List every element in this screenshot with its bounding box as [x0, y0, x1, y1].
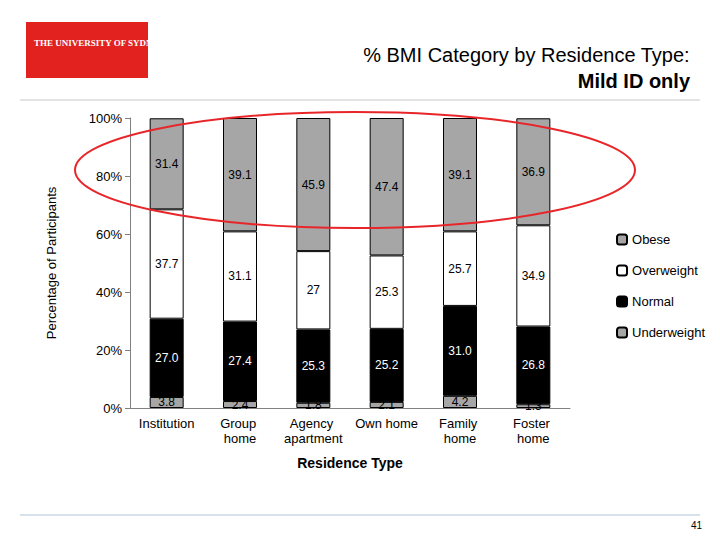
svg-text:Obese: Obese [632, 232, 670, 247]
svg-text:1.3: 1.3 [525, 399, 542, 413]
svg-text:3.8: 3.8 [158, 395, 175, 409]
svg-text:25.7: 25.7 [448, 262, 472, 276]
svg-text:36.9: 36.9 [522, 165, 546, 179]
svg-text:25.2: 25.2 [375, 358, 399, 372]
svg-text:Normal: Normal [632, 294, 674, 309]
svg-text:home: home [444, 431, 477, 446]
svg-text:27.4: 27.4 [228, 354, 252, 368]
svg-text:Overweight: Overweight [632, 263, 698, 278]
svg-text:20%: 20% [96, 343, 122, 358]
svg-text:home: home [224, 431, 257, 446]
svg-text:100%: 100% [89, 111, 123, 126]
svg-text:25.3: 25.3 [375, 285, 399, 299]
svg-text:1.8: 1.8 [305, 398, 322, 412]
svg-text:80%: 80% [96, 169, 122, 184]
svg-text:25.3: 25.3 [302, 359, 326, 373]
svg-text:31.0: 31.0 [448, 344, 472, 358]
svg-text:39.1: 39.1 [448, 168, 472, 182]
svg-text:home: home [517, 431, 550, 446]
svg-text:2.1: 2.1 [378, 398, 395, 412]
svg-text:Institution: Institution [139, 416, 195, 431]
svg-text:27.0: 27.0 [155, 351, 179, 365]
svg-text:26.8: 26.8 [522, 358, 546, 372]
svg-text:47.4: 47.4 [375, 180, 399, 194]
svg-text:Underweight: Underweight [632, 325, 705, 340]
svg-text:27: 27 [307, 283, 321, 297]
svg-text:34.9: 34.9 [522, 269, 546, 283]
svg-text:THE UNIVERSITY OF SYDNEY: THE UNIVERSITY OF SYDNEY [34, 38, 166, 48]
svg-text:% BMI Category by Residence Ty: % BMI Category by Residence Type: [363, 44, 689, 66]
svg-text:Own home: Own home [355, 416, 418, 431]
svg-text:41: 41 [691, 520, 703, 531]
svg-text:Mild ID only: Mild ID only [578, 70, 691, 92]
svg-text:37.7: 37.7 [155, 257, 179, 271]
svg-text:0%: 0% [103, 401, 122, 416]
svg-text:Residence Type: Residence Type [297, 455, 403, 471]
svg-text:45.9: 45.9 [302, 178, 326, 192]
svg-text:apartment: apartment [284, 431, 343, 446]
svg-text:Foster: Foster [513, 416, 553, 431]
svg-text:Group: Group [220, 416, 260, 431]
svg-text:Percentage of Participants: Percentage of Participants [44, 186, 59, 339]
svg-text:60%: 60% [96, 227, 122, 242]
svg-text:4.2: 4.2 [452, 395, 469, 409]
svg-text:Agency: Agency [290, 416, 337, 431]
svg-text:40%: 40% [96, 285, 122, 300]
svg-text:2.4: 2.4 [232, 398, 249, 412]
svg-text:31.1: 31.1 [228, 269, 252, 283]
svg-text:39.1: 39.1 [228, 168, 252, 182]
svg-text:Family: Family [439, 416, 481, 431]
svg-text:31.4: 31.4 [155, 157, 179, 171]
